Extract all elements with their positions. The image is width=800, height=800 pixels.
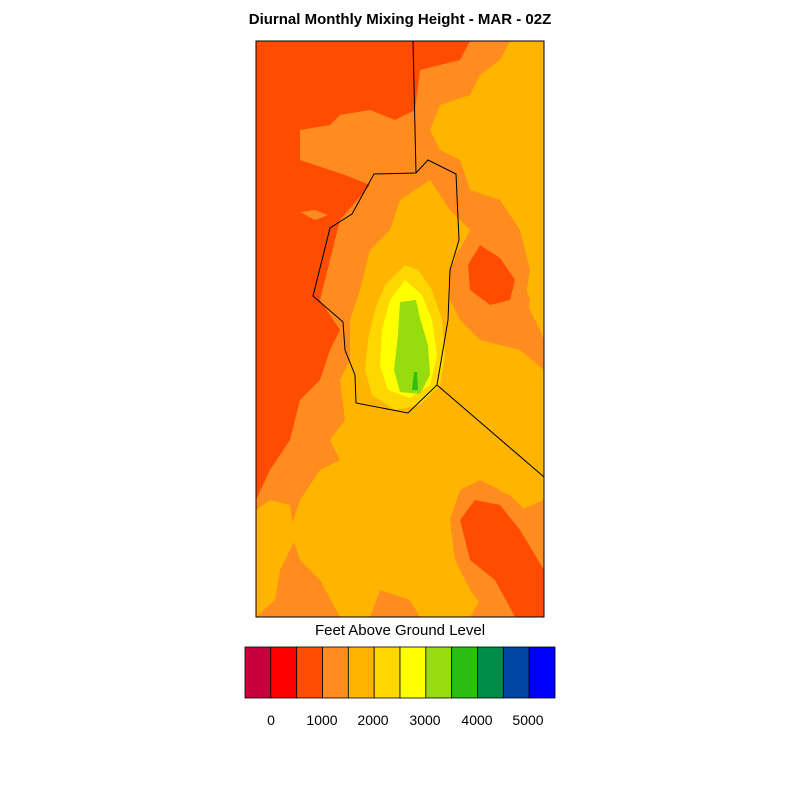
contour-region-amber-patch	[518, 108, 535, 128]
contour-region-red-orange-east	[468, 245, 515, 305]
state-boundary-north	[412, 40, 417, 174]
colorbar-swatch	[477, 646, 504, 699]
colorbar-tick-label: 4000	[461, 712, 493, 728]
contour-region-green	[412, 372, 418, 390]
colorbar-swatch	[502, 646, 530, 699]
colorbar-swatch	[322, 646, 349, 699]
contour-region-orange-patch	[300, 210, 328, 220]
colorbar-tick-label: 3000	[409, 712, 441, 728]
contour-region-red-orange-southeast	[460, 500, 544, 617]
colorbar-swatch	[425, 646, 453, 699]
colorbar-swatch	[270, 646, 298, 699]
contour-region-amber-west	[256, 500, 295, 617]
colorbar-swatch	[244, 646, 272, 699]
contour-region-orange-south	[290, 560, 420, 617]
colorbar-swatch	[451, 646, 478, 699]
colorbar-swatch	[399, 646, 427, 699]
contour-region-lime	[394, 300, 430, 394]
map-title: Diurnal Monthly Mixing Height - MAR - 02…	[248, 11, 552, 28]
colorbar-swatch	[347, 646, 375, 699]
colorbar-swatch	[528, 646, 556, 699]
colorbar-tick-label: 2000	[357, 712, 389, 728]
region-boundary	[312, 159, 460, 414]
colorbar-tick-label: 0	[267, 712, 275, 728]
contour-fill-layer	[256, 41, 544, 617]
colorbar-swatch	[296, 646, 323, 699]
colorbar-tick-label: 1000	[306, 712, 338, 728]
colorbar	[244, 646, 556, 699]
colorbar-label: Feet Above Ground Level	[314, 622, 486, 639]
map-frame	[255, 40, 545, 618]
colorbar-swatch	[373, 646, 401, 699]
boundary-lines	[312, 40, 545, 478]
colorbar-tick-label: 5000	[512, 712, 544, 728]
state-boundary-southeast	[436, 384, 545, 478]
